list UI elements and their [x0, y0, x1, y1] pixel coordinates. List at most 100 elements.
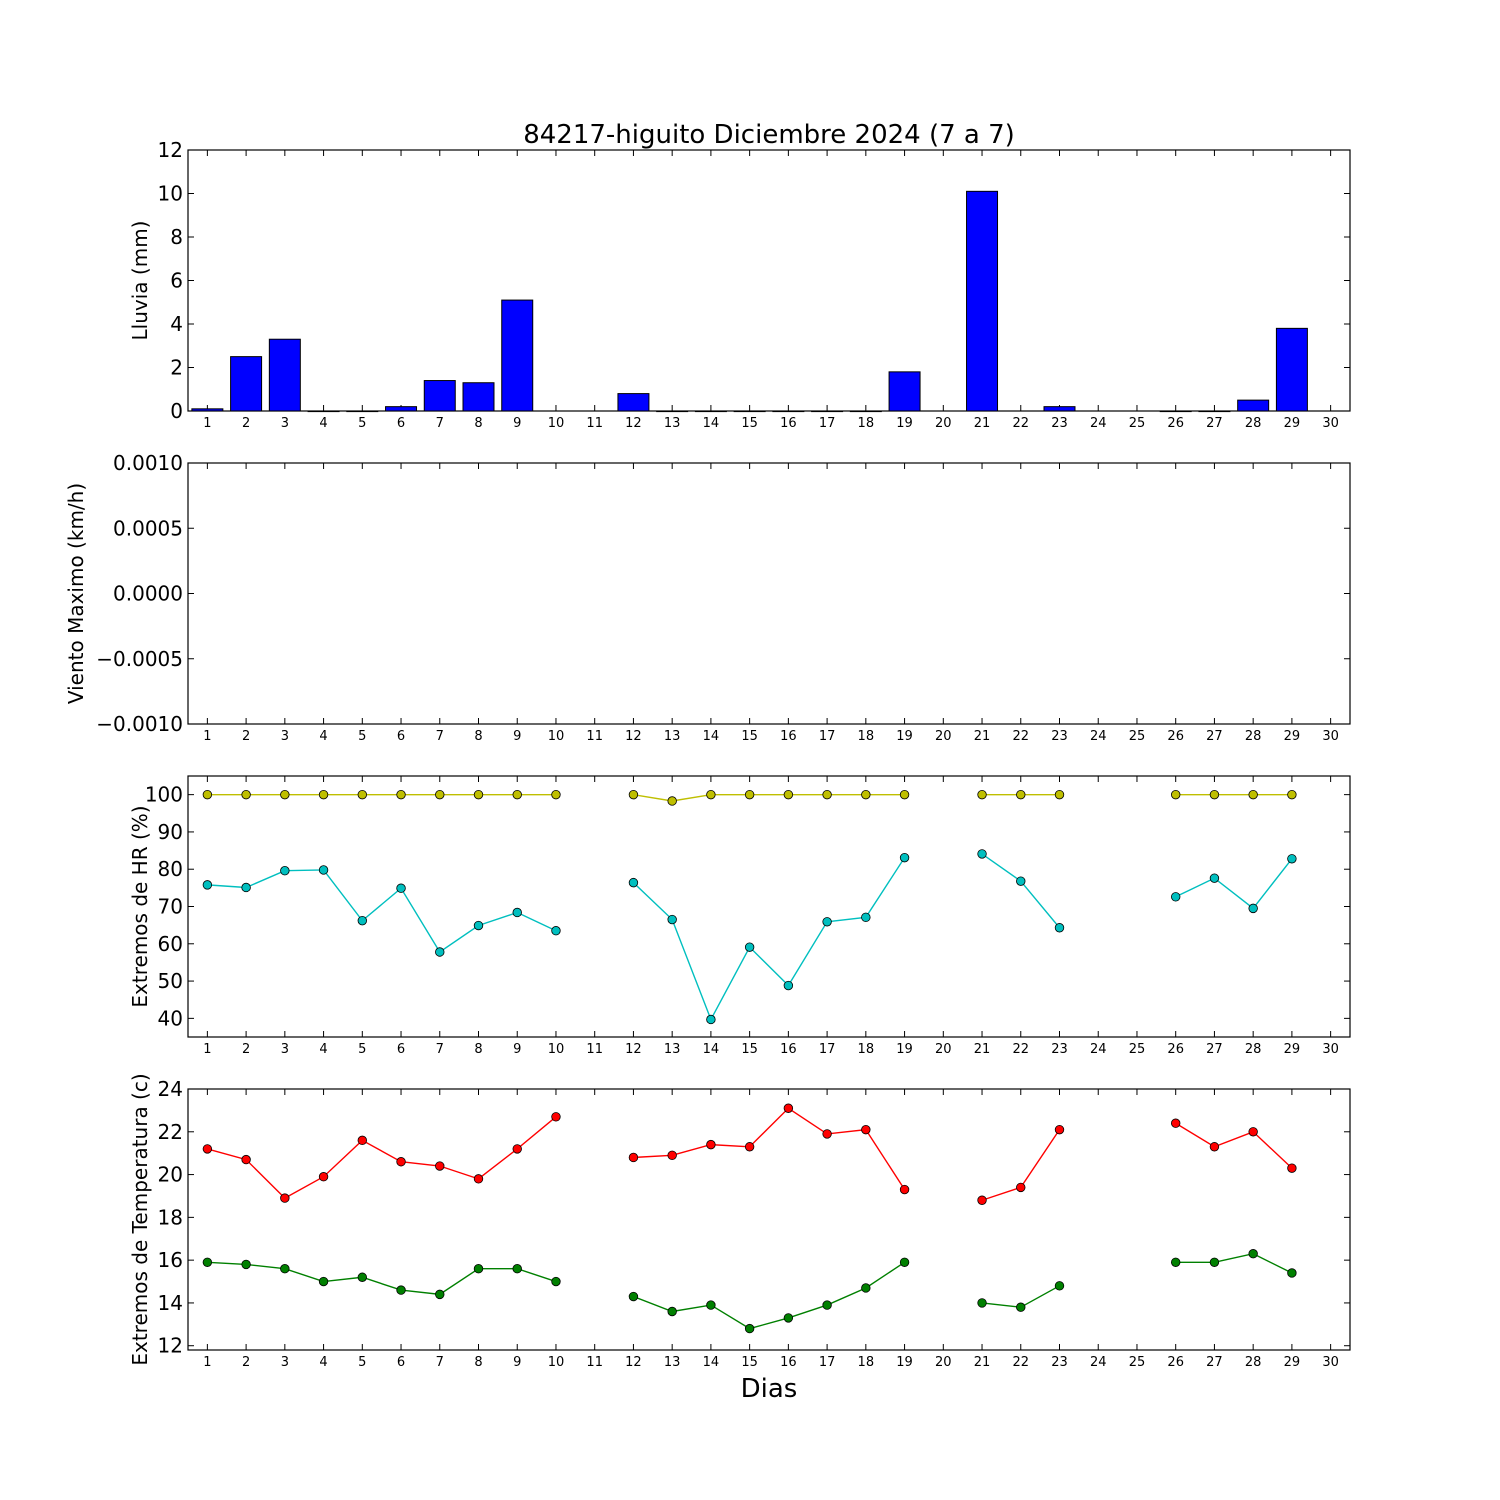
x-tick-label: 16	[780, 729, 797, 744]
series-point-2	[667, 914, 677, 925]
x-tick-label: 6	[397, 416, 405, 431]
y-tick-label: 20	[158, 1163, 183, 1187]
x-tick-label: 9	[513, 416, 521, 431]
series-point-2	[783, 1313, 794, 1323]
series-point-1	[899, 789, 910, 800]
y-tick-label: 0.0010	[113, 451, 183, 475]
y-tick-label: 6	[170, 269, 183, 293]
series-point-1	[435, 1161, 445, 1171]
x-tick-label: 7	[436, 1355, 444, 1370]
rain-bar	[191, 408, 224, 412]
x-tick-label: 3	[281, 1042, 289, 1057]
chart-title: 84217-higuito Diciembre 2024 (7 a 7)	[523, 120, 1015, 150]
x-tick-label: 6	[397, 1355, 405, 1370]
x-tick-label: 11	[586, 729, 603, 744]
rain-bar	[1198, 410, 1231, 413]
x-tick-label: 2	[242, 1355, 250, 1370]
series-point-2	[977, 849, 987, 859]
y-tick-label: 90	[158, 820, 183, 844]
x-tick-label: 23	[1051, 416, 1068, 431]
y-tick-label: 60	[158, 932, 183, 956]
series-point-1	[396, 1157, 406, 1167]
series-point-2	[628, 877, 639, 888]
y-tick-label: 4	[170, 312, 183, 336]
series-point-2	[822, 1300, 832, 1310]
x-tick-label: 11	[586, 1355, 603, 1370]
series-point-2	[899, 852, 910, 863]
x-tick-label: 7	[436, 1042, 444, 1057]
rain-bar	[811, 410, 844, 413]
x-tick-label: 2	[242, 729, 250, 744]
x-tick-label: 19	[896, 729, 913, 744]
rain-bar	[1275, 327, 1308, 412]
series-point-2	[473, 920, 484, 931]
y-tick-label: 40	[158, 1006, 183, 1030]
y-tick-label: 24	[158, 1077, 183, 1101]
series-point-1	[822, 789, 832, 800]
x-tick-label: 18	[858, 416, 875, 431]
rain-bar	[501, 299, 534, 412]
x-tick-label: 22	[1012, 729, 1029, 744]
x-tick-label: 26	[1167, 416, 1184, 431]
series-point-2	[318, 1276, 329, 1287]
y-tick-label: 14	[158, 1291, 183, 1315]
x-tick-label: 28	[1245, 1355, 1262, 1370]
x-tick-label: 26	[1167, 729, 1184, 744]
x-tick-label: 29	[1284, 1355, 1301, 1370]
y-tick-label: 50	[158, 969, 183, 993]
y-axis-label: Extremos de HR (%)	[128, 805, 152, 1007]
x-tick-label: 17	[819, 1042, 836, 1057]
series-point-2	[744, 1323, 755, 1334]
series-line-2	[1175, 1252, 1293, 1274]
series-point-1	[1209, 1142, 1220, 1152]
series-point-2	[1054, 923, 1065, 933]
series-point-2	[1016, 876, 1026, 886]
series-point-1	[899, 1184, 910, 1195]
series-point-1	[551, 789, 561, 800]
x-tick-label: 29	[1284, 1042, 1301, 1057]
x-tick-label: 8	[474, 416, 482, 431]
series-point-1	[280, 789, 290, 800]
series-point-1	[202, 1144, 213, 1154]
y-axis-label: Extremos de Temperatura (c)	[128, 1073, 152, 1365]
series-point-1	[551, 1112, 561, 1122]
x-tick-label: 3	[281, 416, 289, 431]
series-point-1	[706, 1139, 716, 1150]
x-tick-label: 12	[625, 1355, 642, 1370]
plot-frame	[187, 149, 1351, 412]
x-tick-label: 15	[741, 416, 758, 431]
series-point-1	[1054, 1124, 1065, 1135]
series-point-2	[1287, 854, 1297, 864]
x-tick-label: 1	[203, 729, 211, 744]
rain-bar	[772, 410, 805, 413]
x-axis-label: Dias	[741, 1374, 798, 1404]
series-point-2	[628, 1291, 639, 1302]
x-tick-label: 19	[896, 1355, 913, 1370]
series-point-1	[1287, 789, 1297, 800]
series-point-2	[706, 1014, 716, 1025]
x-tick-label: 21	[974, 416, 991, 431]
series-point-1	[1209, 789, 1220, 800]
rain-bar	[656, 410, 689, 413]
x-tick-label: 1	[203, 416, 211, 431]
y-tick-label: 0	[170, 399, 183, 423]
x-tick-label: 17	[819, 416, 836, 431]
y-tick-label: 22	[158, 1120, 183, 1144]
series-line-1	[1175, 1122, 1293, 1169]
x-tick-label: 16	[780, 416, 797, 431]
series-point-1	[822, 1129, 832, 1139]
series-point-1	[667, 796, 677, 806]
series-point-2	[396, 883, 406, 893]
series-point-2	[241, 882, 251, 893]
x-tick-label: 28	[1245, 729, 1262, 744]
x-tick-label: 25	[1129, 1042, 1146, 1057]
rain-bar	[694, 410, 727, 413]
plot-frame	[187, 1088, 1351, 1351]
series-point-1	[706, 789, 716, 800]
x-tick-label: 3	[281, 729, 289, 744]
series-point-1	[357, 789, 368, 800]
rain-bar	[462, 382, 495, 412]
x-tick-label: 11	[586, 416, 603, 431]
series-point-1	[473, 789, 484, 800]
